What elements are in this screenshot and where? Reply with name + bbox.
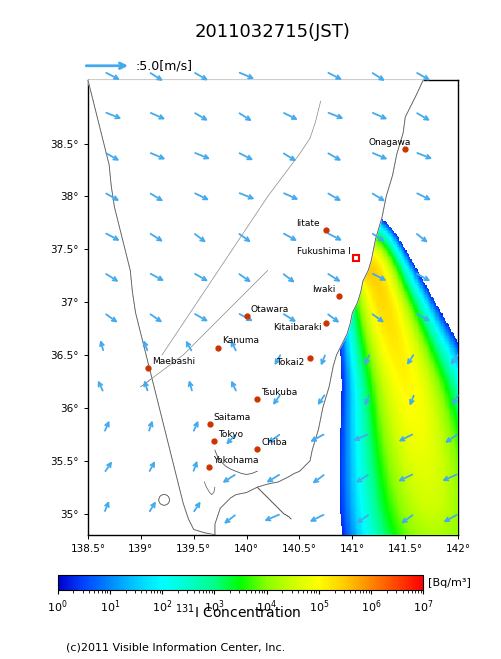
- Text: Yokohama: Yokohama: [213, 456, 259, 465]
- Text: [Bq/m³]: [Bq/m³]: [428, 577, 471, 588]
- Text: Kitaibaraki: Kitaibaraki: [273, 323, 322, 331]
- Polygon shape: [88, 80, 423, 534]
- Circle shape: [159, 495, 169, 505]
- Text: Otawara: Otawara: [251, 304, 289, 314]
- Polygon shape: [88, 80, 423, 534]
- Text: Maebashi: Maebashi: [152, 357, 195, 366]
- Text: 2011032715(JST): 2011032715(JST): [195, 23, 351, 42]
- Text: Onagawa: Onagawa: [368, 138, 411, 147]
- Text: (c)2011 Visible Information Center, Inc.: (c)2011 Visible Information Center, Inc.: [66, 642, 286, 652]
- Text: Tokai2: Tokai2: [276, 358, 305, 366]
- Text: Tokyo: Tokyo: [218, 430, 243, 438]
- Text: :5.0[m/s]: :5.0[m/s]: [135, 59, 192, 72]
- Text: Saitama: Saitama: [214, 413, 251, 422]
- Text: Chiba: Chiba: [262, 438, 287, 447]
- Text: Iitate: Iitate: [296, 219, 320, 228]
- Circle shape: [159, 495, 169, 505]
- Text: $^{131}$I Concentration: $^{131}$I Concentration: [175, 602, 302, 621]
- Text: Iwaki: Iwaki: [312, 285, 336, 294]
- Text: Kanuma: Kanuma: [222, 337, 260, 345]
- Text: Tsukuba: Tsukuba: [262, 388, 298, 397]
- Text: Fukushima I: Fukushima I: [298, 246, 351, 256]
